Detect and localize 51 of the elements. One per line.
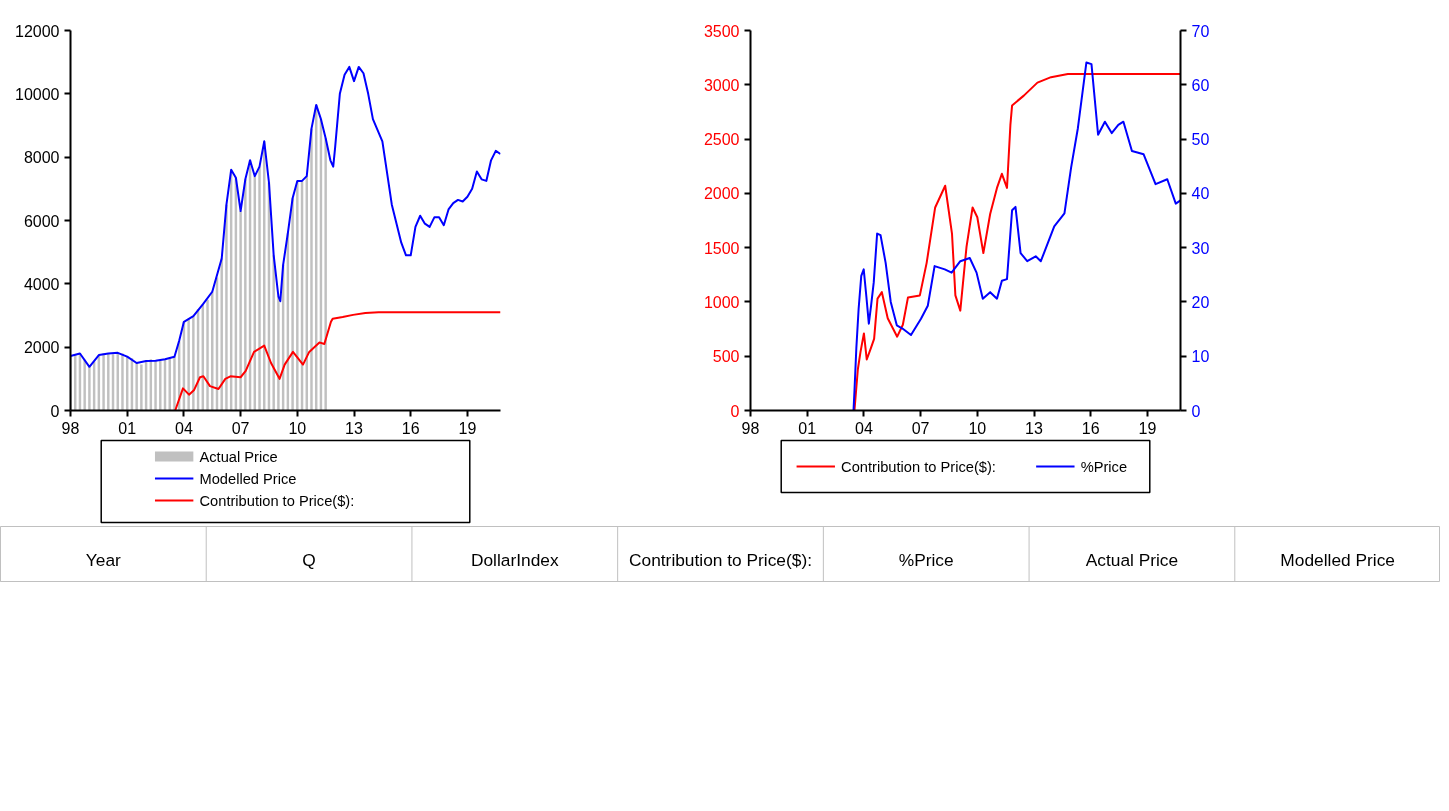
text: %Price bbox=[898, 550, 954, 571]
text: Q bbox=[302, 550, 316, 571]
x-tick-label: 98 bbox=[741, 419, 760, 437]
y-tick-label: 1500 bbox=[703, 239, 740, 257]
y2-tick-label: 10 bbox=[1191, 348, 1210, 366]
y2-tick-label: 50 bbox=[1191, 131, 1210, 149]
x-tick-label: 13 bbox=[345, 419, 364, 437]
y-tick-label: 8000 bbox=[23, 149, 60, 167]
text: Year bbox=[85, 550, 122, 571]
legend-label: Actual Price bbox=[199, 448, 278, 465]
x-tick-label: 07 bbox=[231, 419, 250, 437]
y-tick-label: 3000 bbox=[703, 76, 740, 94]
text: DollarIndex bbox=[470, 550, 559, 571]
y-tick-label: 2000 bbox=[23, 339, 60, 357]
y-tick-label: 10000 bbox=[15, 85, 60, 103]
legend-label: Contribution to Price($): bbox=[841, 458, 996, 475]
x-tick-label: 16 bbox=[401, 419, 420, 437]
x-tick-label: 01 bbox=[118, 419, 137, 437]
y-tick-label: 12000 bbox=[15, 22, 60, 40]
y-tick-label: 0 bbox=[50, 402, 60, 420]
text: Actual Price bbox=[1085, 550, 1179, 571]
y2-tick-label: 0 bbox=[1191, 402, 1201, 420]
y2-tick-label: 20 bbox=[1191, 293, 1210, 311]
y-tick-label: 2000 bbox=[703, 185, 740, 203]
legend-label: Modelled Price bbox=[199, 470, 297, 487]
y2-tick-label: 60 bbox=[1191, 76, 1210, 94]
x-tick-label: 19 bbox=[458, 419, 477, 437]
x-tick-label: 19 bbox=[1138, 419, 1157, 437]
text: Contribution to Price($): bbox=[629, 550, 813, 571]
y-tick-label: 6000 bbox=[23, 212, 60, 230]
y-tick-label: 3500 bbox=[703, 22, 740, 40]
y-tick-label: 500 bbox=[712, 348, 740, 366]
legend-label: %Price bbox=[1080, 458, 1128, 475]
y-tick-label: 2500 bbox=[703, 131, 740, 149]
text: Modelled Price bbox=[1280, 550, 1395, 571]
y-tick-label: 0 bbox=[730, 402, 740, 420]
x-tick-label: 07 bbox=[911, 419, 930, 437]
y-tick-label: 1000 bbox=[703, 293, 740, 311]
y2-tick-label: 30 bbox=[1191, 239, 1210, 257]
x-tick-label: 04 bbox=[175, 419, 193, 437]
y2-tick-label: 70 bbox=[1191, 22, 1210, 40]
x-tick-label: 13 bbox=[1025, 419, 1044, 437]
x-tick-label: 16 bbox=[1081, 419, 1100, 437]
y-tick-label: 4000 bbox=[23, 275, 60, 293]
x-tick-label: 98 bbox=[61, 419, 80, 437]
legend-label: Contribution to Price($): bbox=[199, 492, 355, 509]
y2-tick-label: 40 bbox=[1191, 185, 1210, 203]
x-tick-label: 10 bbox=[968, 419, 987, 437]
x-tick-label: 04 bbox=[855, 419, 873, 437]
x-tick-label: 10 bbox=[288, 419, 307, 437]
x-tick-label: 01 bbox=[798, 419, 817, 437]
